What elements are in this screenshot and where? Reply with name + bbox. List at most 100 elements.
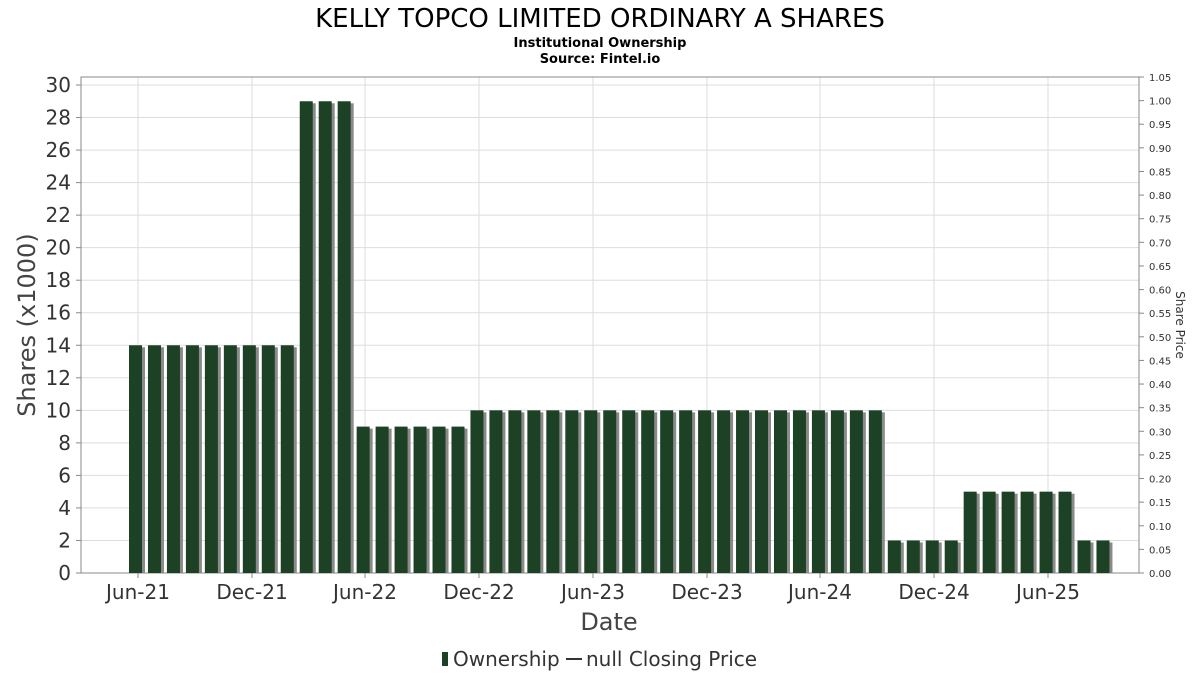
- bar: [204, 345, 221, 573]
- bar-fill: [963, 491, 977, 573]
- bar-fill: [394, 426, 408, 573]
- y2-tick-label: 1.05: [1149, 73, 1171, 84]
- bar: [299, 101, 316, 574]
- y-tick-label: 26: [46, 138, 71, 162]
- bar: [982, 491, 999, 573]
- y-tick-label: 24: [46, 171, 71, 195]
- bar: [736, 410, 753, 573]
- x-tick-label: Dec-24: [898, 580, 969, 604]
- x-tick-label: Jun-23: [559, 580, 625, 604]
- y2-tick-label: 0.50: [1149, 333, 1171, 344]
- bar: [679, 410, 696, 573]
- bar-fill: [811, 410, 825, 573]
- bar: [584, 410, 601, 573]
- x-axis-label: Date: [580, 608, 637, 636]
- bar-fill: [185, 345, 199, 573]
- y-axis-label: Shares (x1000): [13, 233, 41, 416]
- y2-tick-label: 0.65: [1149, 262, 1171, 273]
- bar: [755, 410, 772, 573]
- bar: [129, 345, 145, 573]
- bar: [489, 410, 506, 573]
- x-tick-label: Dec-21: [216, 580, 287, 604]
- y2-tick-label: 0.85: [1149, 167, 1171, 178]
- bar-fill: [375, 426, 389, 573]
- bar: [906, 540, 923, 573]
- y2-tick-label: 0.45: [1149, 356, 1171, 367]
- y2-tick-label: 0.30: [1149, 427, 1171, 438]
- bar: [356, 426, 373, 573]
- bar-fill: [1020, 491, 1034, 573]
- legend: Ownership null Closing Price: [442, 647, 757, 671]
- bar: [527, 410, 544, 573]
- legend-price-label: null Closing Price: [586, 647, 757, 671]
- bar: [603, 410, 620, 573]
- bar-fill: [147, 345, 161, 573]
- y-tick-label: 30: [46, 73, 71, 97]
- y2-tick-label: 0.10: [1149, 522, 1171, 533]
- bar-fill: [223, 345, 237, 573]
- x-axis-ticks: Jun-21 Dec-21 Jun-22 Dec-22 Jun-23 Dec-23 Jun-…: [104, 573, 1080, 604]
- bar: [261, 345, 278, 573]
- bar: [223, 345, 240, 573]
- bar-fill: [451, 426, 465, 573]
- bar-fill: [887, 540, 901, 573]
- bar: [887, 540, 904, 573]
- y2-tick-label: 0.80: [1149, 191, 1171, 202]
- bar: [413, 426, 430, 573]
- x-tick-label: Jun-21: [104, 580, 170, 604]
- y2-tick-label: 0.00: [1149, 569, 1171, 580]
- y2-tick-label: 0.25: [1149, 451, 1171, 462]
- y2-tick-label: 0.55: [1149, 309, 1171, 320]
- bar-fill: [527, 410, 541, 573]
- bar-fill: [906, 540, 920, 573]
- bar-fill: [166, 345, 180, 573]
- bar-fill: [508, 410, 522, 573]
- bar-fill: [1077, 540, 1091, 573]
- bar: [280, 345, 297, 573]
- y2-axis-ticks: 0.00 0.05 0.10 0.15 0.20 0.25 0.30 0.35 0.40 0.45…: [1139, 73, 1171, 580]
- bar: [394, 426, 411, 573]
- bar: [811, 410, 828, 573]
- bar-fill: [129, 345, 142, 573]
- bar-fill: [1058, 491, 1072, 573]
- y-tick-label: 4: [58, 496, 71, 520]
- bar: [185, 345, 202, 573]
- y-tick-label: 2: [58, 528, 71, 552]
- y-tick-label: 10: [46, 398, 71, 422]
- bar-fill: [660, 410, 674, 573]
- y-tick-label: 12: [46, 366, 71, 390]
- bar-fill: [622, 410, 636, 573]
- bar: [318, 101, 335, 574]
- bar-fill: [755, 410, 769, 573]
- bar-fill: [337, 101, 351, 574]
- y2-tick-label: 0.60: [1149, 286, 1171, 297]
- x-tick-label: Dec-23: [671, 580, 742, 604]
- bar: [1001, 491, 1018, 573]
- y2-tick-label: 0.35: [1149, 404, 1171, 415]
- chart-title: KELLY TOPCO LIMITED ORDINARY A SHARES: [315, 4, 885, 34]
- y-tick-label: 20: [46, 236, 71, 260]
- bar-fill: [792, 410, 806, 573]
- bar-fill: [773, 410, 787, 573]
- y2-tick-label: 0.05: [1149, 545, 1171, 556]
- bar-fill: [584, 410, 598, 573]
- bar-fill: [736, 410, 750, 573]
- bar: [1020, 491, 1037, 573]
- x-tick-label: Dec-22: [443, 580, 514, 604]
- bar-fill: [318, 101, 332, 574]
- bar: [451, 426, 468, 573]
- bar-fill: [944, 540, 958, 573]
- y-tick-label: 28: [46, 106, 71, 130]
- bar: [963, 491, 980, 573]
- bar: [470, 410, 487, 573]
- x-tick-label: Jun-22: [331, 580, 397, 604]
- y2-tick-label: 0.90: [1149, 144, 1171, 155]
- bar: [773, 410, 790, 573]
- bar-fill: [868, 410, 882, 573]
- bar-fill: [432, 426, 446, 573]
- bar: [660, 410, 677, 573]
- bar: [546, 410, 563, 573]
- legend-ownership-label: Ownership: [453, 647, 560, 671]
- bar-fill: [489, 410, 503, 573]
